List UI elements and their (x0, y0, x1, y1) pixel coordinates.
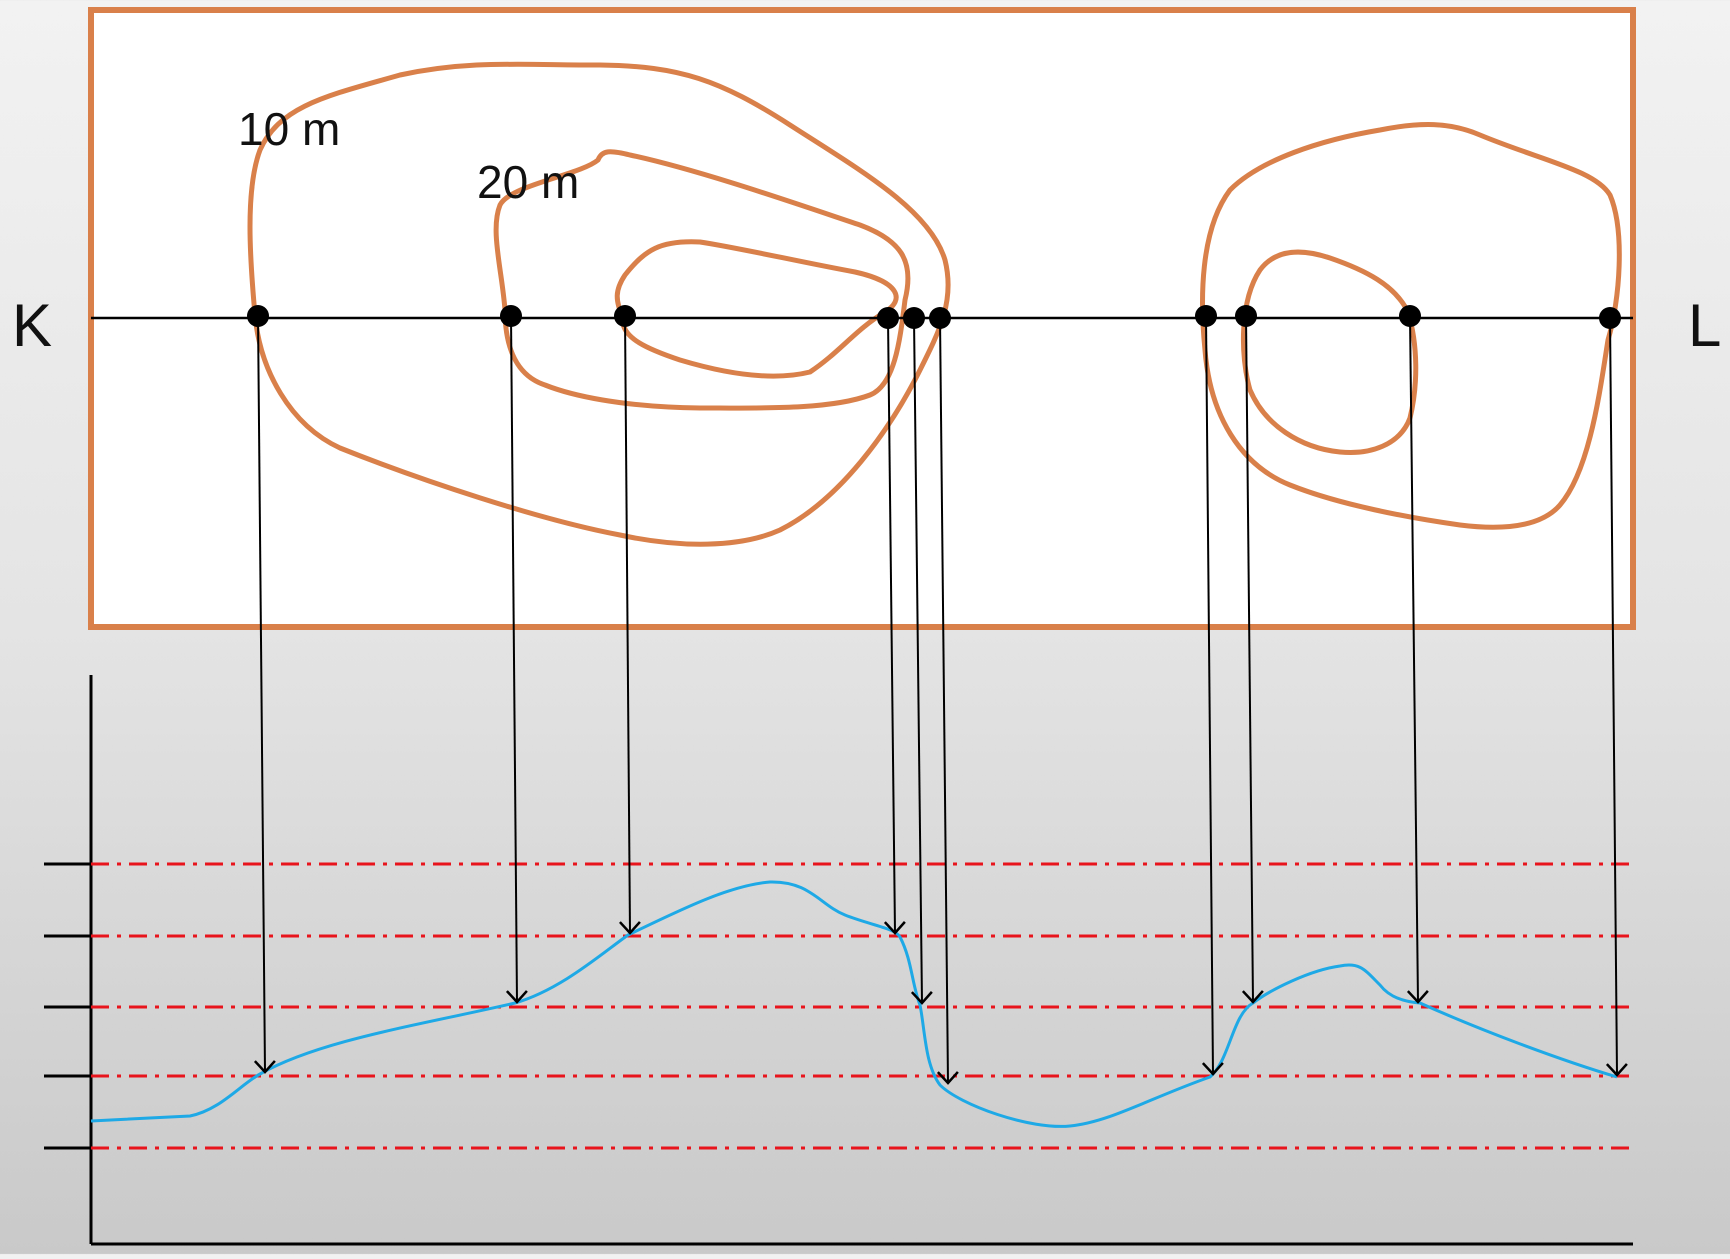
elevation-ticks (44, 862, 91, 1150)
terrain-profile-curve (90, 880, 1618, 1128)
projection-arrow (1605, 317, 1628, 1077)
contour-inner-right-hill (1240, 249, 1419, 456)
projection-arrow (1241, 315, 1264, 1004)
profile-graph (44, 315, 1633, 1246)
line-end-label-l: L (1688, 292, 1721, 359)
projection-arrow (936, 317, 959, 1085)
contour-label-10m: 10 m (238, 103, 340, 155)
contour-map: 10 m 20 m K L (12, 7, 1721, 630)
projection-arrow (253, 315, 276, 1074)
projection-arrow (1406, 315, 1429, 1004)
projection-arrows (253, 315, 1628, 1085)
contour-20m-left-hill (493, 149, 911, 411)
contour-label-20m: 20 m (477, 156, 579, 208)
line-start-label-k: K (12, 292, 52, 359)
contour-outer-right-hill (1200, 122, 1622, 530)
projection-arrow (1201, 315, 1224, 1076)
elevation-guide-lines (91, 862, 1633, 1150)
projection-arrow (910, 317, 933, 1005)
projection-arrow (883, 317, 906, 935)
projection-arrow (505, 315, 528, 1004)
projection-arrow (618, 315, 641, 935)
contour-10m-left-hill (247, 61, 951, 547)
contour-inner-left-hill (614, 239, 899, 379)
